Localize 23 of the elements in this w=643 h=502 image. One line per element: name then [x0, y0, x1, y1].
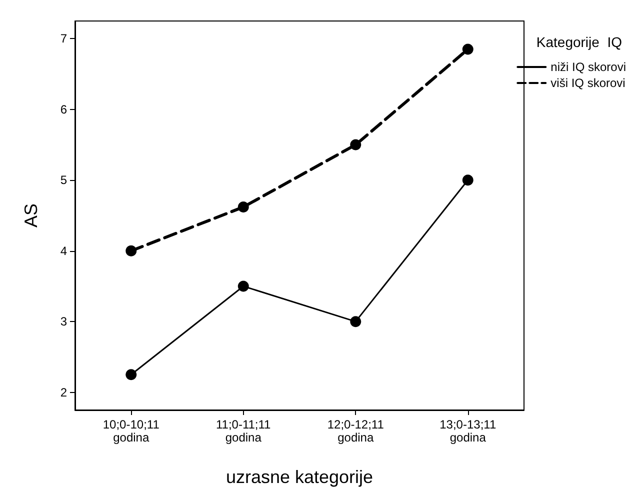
point	[350, 316, 362, 328]
point	[462, 174, 474, 186]
legend-title: Kategorije IQ	[536, 34, 622, 50]
point	[462, 44, 474, 55]
point	[126, 369, 137, 380]
y-tick-label: 3	[60, 314, 68, 329]
y-axis-title: AS	[21, 203, 41, 228]
legend-label: viši IQ skorovi	[550, 76, 626, 90]
y-tick-label: 6	[60, 102, 68, 116]
x-tick-label: 11;0-11;11 godina	[216, 418, 272, 444]
x-tick-label: 10;0-10;11 godina	[102, 418, 160, 444]
y-tick-label: 2	[60, 385, 68, 400]
point	[238, 280, 249, 292]
legend-label: niži IQ skorovi	[550, 60, 626, 74]
y-tick-label: 5	[60, 173, 68, 188]
x-tick-label: 12;0-12;11 godina	[327, 418, 384, 444]
y-tick-label: 4	[60, 244, 68, 258]
x-axis-title: uzrasne kategorije	[226, 467, 374, 487]
y-tick-label: 7	[60, 32, 68, 46]
point	[350, 139, 362, 150]
point	[238, 202, 249, 213]
x-tick-label: 13;0-13;11 godina	[440, 418, 496, 444]
point	[126, 245, 137, 256]
